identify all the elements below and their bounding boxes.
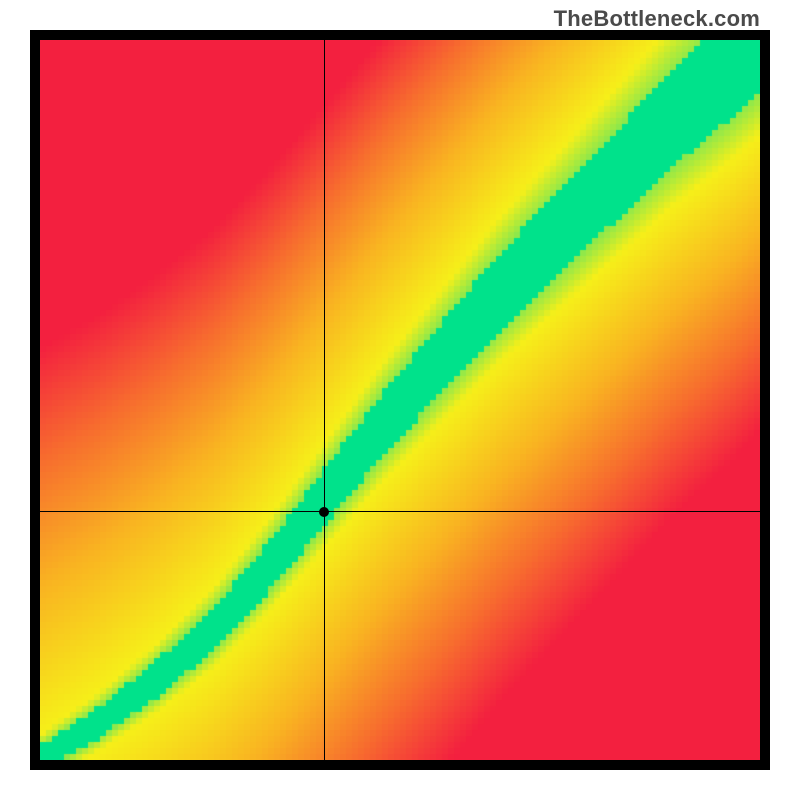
marker-point [319, 507, 329, 517]
heatmap-canvas [40, 40, 760, 760]
watermark-text: TheBottleneck.com [554, 6, 760, 32]
chart-container: TheBottleneck.com [0, 0, 800, 800]
crosshair-vertical [324, 40, 325, 760]
crosshair-horizontal [40, 511, 760, 512]
chart-frame [30, 30, 770, 770]
